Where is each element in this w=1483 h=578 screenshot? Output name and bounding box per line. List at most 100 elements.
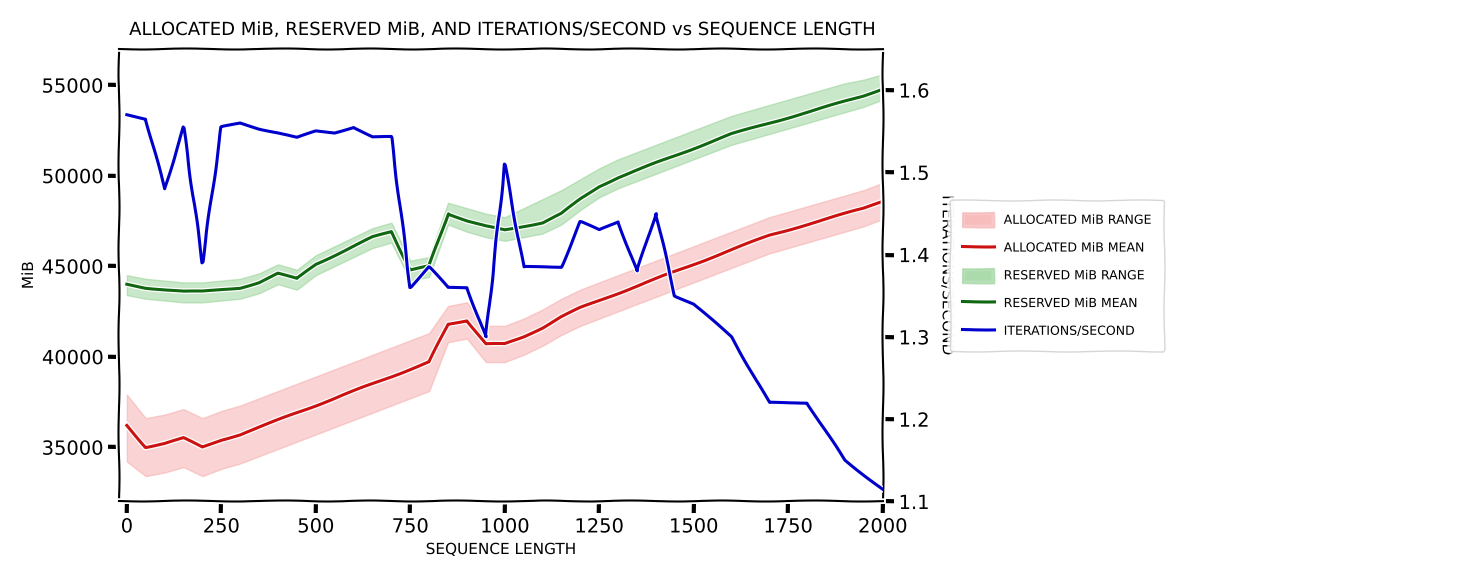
- ALLOCATED MiB MEAN: [798, 221, 816, 228]
- ALLOCATED MiB MEAN: [610, 290, 627, 297]
- ALLOCATED MiB MEAN: [817, 216, 835, 223]
- ALLOCATED MiB MEAN: [647, 275, 664, 282]
- RESERVED MiB MEAN: [779, 114, 796, 121]
- RESERVED MiB MEAN: [363, 234, 381, 240]
- ALLOCATED MiB MEAN: [212, 436, 230, 443]
- ALLOCATED MiB MEAN: [458, 317, 476, 324]
- ITERATIONS/SECOND: [193, 260, 211, 266]
- RESERVED MiB MEAN: [685, 145, 703, 152]
- ALLOCATED MiB MEAN: [156, 440, 174, 447]
- RESERVED MiB MEAN: [836, 98, 854, 105]
- RESERVED MiB MEAN: [854, 92, 872, 99]
- ITERATIONS/SECOND: [402, 284, 420, 291]
- RESERVED MiB MEAN: [873, 85, 891, 92]
- RESERVED MiB MEAN: [590, 183, 608, 190]
- ALLOCATED MiB MEAN: [629, 283, 647, 290]
- ALLOCATED MiB MEAN: [420, 358, 437, 365]
- RESERVED MiB MEAN: [761, 120, 779, 127]
- RESERVED MiB MEAN: [156, 286, 174, 293]
- ALLOCATED MiB MEAN: [761, 232, 779, 239]
- ALLOCATED MiB MEAN: [722, 246, 740, 253]
- RESERVED MiB MEAN: [534, 219, 552, 226]
- RESERVED MiB MEAN: [119, 281, 136, 288]
- ITERATIONS/SECOND: [288, 134, 305, 141]
- ITERATIONS/SECOND: [873, 486, 891, 492]
- ITERATIONS/SECOND: [722, 334, 740, 340]
- Line: ALLOCATED MiB MEAN: ALLOCATED MiB MEAN: [128, 201, 882, 447]
- ALLOCATED MiB MEAN: [553, 313, 571, 320]
- RESERVED MiB MEAN: [402, 266, 420, 273]
- Line: RESERVED MiB MEAN: RESERVED MiB MEAN: [128, 88, 882, 291]
- RESERVED MiB MEAN: [175, 288, 193, 295]
- RESERVED MiB MEAN: [307, 261, 325, 268]
- ALLOCATED MiB MEAN: [742, 239, 759, 246]
- ITERATIONS/SECOND: [836, 457, 854, 464]
- ITERATIONS/SECOND: [478, 334, 495, 340]
- ITERATIONS/SECOND: [515, 264, 532, 271]
- ITERATIONS/SECOND: [534, 264, 552, 271]
- ALLOCATED MiB MEAN: [307, 402, 325, 409]
- ITERATIONS/SECOND: [136, 116, 154, 123]
- ALLOCATED MiB MEAN: [873, 198, 891, 205]
- ITERATIONS/SECOND: [571, 218, 589, 225]
- ITERATIONS/SECOND: [798, 399, 816, 406]
- RESERVED MiB MEAN: [515, 223, 532, 230]
- RESERVED MiB MEAN: [495, 227, 513, 234]
- ALLOCATED MiB MEAN: [383, 373, 400, 380]
- ITERATIONS/SECOND: [420, 264, 437, 271]
- RESERVED MiB MEAN: [193, 288, 211, 295]
- RESERVED MiB MEAN: [383, 228, 400, 235]
- X-axis label: SEQUENCE LENGTH: SEQUENCE LENGTH: [426, 542, 577, 557]
- RESERVED MiB MEAN: [458, 217, 476, 224]
- ITERATIONS/SECOND: [363, 134, 381, 140]
- ITERATIONS/SECOND: [553, 264, 571, 271]
- RESERVED MiB MEAN: [231, 284, 249, 291]
- ALLOCATED MiB MEAN: [193, 444, 211, 451]
- ALLOCATED MiB MEAN: [779, 227, 796, 234]
- RESERVED MiB MEAN: [571, 196, 589, 203]
- Legend: ALLOCATED MiB RANGE, ALLOCATED MiB MEAN, RESERVED MiB RANGE, RESERVED MiB MEAN, : ALLOCATED MiB RANGE, ALLOCATED MiB MEAN,…: [951, 199, 1164, 351]
- RESERVED MiB MEAN: [722, 131, 740, 138]
- ALLOCATED MiB MEAN: [326, 395, 344, 402]
- ITERATIONS/SECOND: [761, 399, 779, 406]
- ITERATIONS/SECOND: [495, 161, 513, 168]
- ALLOCATED MiB MEAN: [136, 444, 154, 451]
- ITERATIONS/SECOND: [458, 284, 476, 291]
- RESERVED MiB MEAN: [629, 166, 647, 173]
- ALLOCATED MiB MEAN: [666, 268, 684, 275]
- ITERATIONS/SECOND: [212, 124, 230, 131]
- ITERATIONS/SECOND: [175, 124, 193, 131]
- Title: ALLOCATED MiB, RESERVED MiB, AND ITERATIONS/SECOND vs SEQUENCE LENGTH: ALLOCATED MiB, RESERVED MiB, AND ITERATI…: [129, 21, 873, 39]
- ITERATIONS/SECOND: [590, 227, 608, 234]
- ALLOCATED MiB MEAN: [344, 388, 362, 395]
- ALLOCATED MiB MEAN: [363, 380, 381, 387]
- ALLOCATED MiB MEAN: [854, 205, 872, 212]
- RESERVED MiB MEAN: [344, 243, 362, 250]
- ALLOCATED MiB MEAN: [402, 366, 420, 373]
- RESERVED MiB MEAN: [268, 270, 286, 277]
- RESERVED MiB MEAN: [478, 223, 495, 230]
- ITERATIONS/SECOND: [685, 301, 703, 307]
- ITERATIONS/SECOND: [268, 129, 286, 136]
- ALLOCATED MiB MEAN: [515, 334, 532, 340]
- ALLOCATED MiB MEAN: [571, 304, 589, 311]
- ITERATIONS/SECOND: [307, 128, 325, 135]
- ALLOCATED MiB MEAN: [439, 321, 457, 328]
- RESERVED MiB MEAN: [212, 286, 230, 293]
- ALLOCATED MiB MEAN: [590, 297, 608, 304]
- RESERVED MiB MEAN: [288, 275, 305, 282]
- RESERVED MiB MEAN: [817, 103, 835, 110]
- ITERATIONS/SECOND: [156, 186, 174, 192]
- ITERATIONS/SECOND: [610, 218, 627, 225]
- ALLOCATED MiB MEAN: [288, 409, 305, 416]
- ITERATIONS/SECOND: [439, 284, 457, 291]
- ALLOCATED MiB MEAN: [836, 210, 854, 217]
- ALLOCATED MiB MEAN: [175, 435, 193, 442]
- RESERVED MiB MEAN: [647, 160, 664, 166]
- ITERATIONS/SECOND: [629, 268, 647, 275]
- RESERVED MiB MEAN: [326, 252, 344, 259]
- ITERATIONS/SECOND: [251, 125, 268, 132]
- Line: ITERATIONS/SECOND: ITERATIONS/SECOND: [128, 114, 882, 489]
- ALLOCATED MiB MEAN: [534, 324, 552, 331]
- RESERVED MiB MEAN: [703, 138, 721, 144]
